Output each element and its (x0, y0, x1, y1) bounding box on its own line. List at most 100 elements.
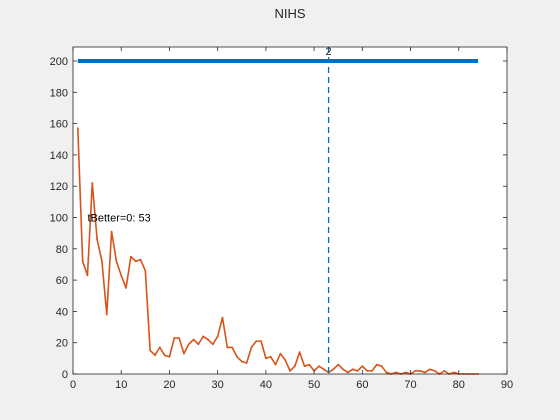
data-point (134, 260, 137, 263)
data-point (337, 363, 340, 366)
data-point (428, 368, 431, 371)
data-point (173, 337, 176, 339)
series-1-line (77, 128, 479, 375)
y-tick-label: 180 (50, 87, 68, 99)
data-point (187, 343, 190, 346)
plot-area (76, 47, 479, 375)
top-annotation-label: 2 (326, 46, 332, 58)
data-point (361, 365, 364, 368)
data-point (284, 359, 287, 361)
data-point (356, 369, 359, 372)
x-tick-label: 10 (115, 379, 127, 391)
data-point (240, 360, 243, 363)
data-point (231, 346, 234, 349)
data-point (289, 369, 291, 372)
data-point (269, 355, 272, 358)
y-tick-label: 140 (50, 150, 68, 162)
x-tick-label: 70 (404, 379, 416, 391)
data-point (96, 238, 99, 241)
x-tick-label: 40 (260, 379, 272, 391)
data-point (332, 368, 335, 371)
data-point (318, 365, 320, 368)
data-point (221, 316, 224, 319)
data-point (255, 340, 258, 343)
data-point (163, 354, 166, 357)
data-point (207, 338, 209, 341)
data-point (303, 365, 306, 368)
data-point (183, 352, 185, 355)
threshold-annotation: tBetter=0: 53 (87, 213, 150, 225)
data-point (308, 363, 311, 366)
data-point (105, 313, 108, 316)
y-tick-label: 60 (56, 275, 68, 287)
data-point (371, 369, 373, 372)
data-point (115, 260, 118, 263)
data-point (404, 371, 407, 374)
y-tick-label: 160 (50, 119, 68, 131)
data-point (443, 369, 446, 372)
data-point (250, 346, 253, 349)
data-point (322, 368, 325, 371)
data-point (149, 349, 152, 352)
data-point (375, 363, 378, 366)
data-point (342, 368, 344, 371)
axes-box (72, 46, 508, 375)
data-point (76, 127, 79, 130)
data-point (395, 371, 397, 374)
data-point (346, 371, 349, 374)
x-tick-label: 50 (308, 379, 320, 391)
data-point (226, 346, 229, 349)
x-tick-label: 90 (501, 379, 513, 391)
x-tick-label: 80 (453, 379, 465, 391)
data-point (86, 274, 89, 277)
data-point (110, 230, 113, 233)
data-point (453, 371, 455, 374)
data-point (274, 363, 277, 366)
data-point (260, 340, 262, 343)
data-point (279, 352, 282, 355)
data-point (139, 258, 142, 261)
data-point (168, 355, 171, 358)
x-tick-label: 20 (163, 379, 175, 391)
data-point (178, 337, 180, 339)
data-point (419, 369, 422, 372)
y-tick-label: 200 (50, 56, 68, 68)
chart-title: NIHS (274, 6, 305, 21)
data-point (202, 335, 205, 338)
data-point (197, 343, 200, 346)
y-tick-label: 80 (56, 244, 68, 256)
data-point (366, 369, 369, 372)
x-tick-label: 30 (212, 379, 224, 391)
data-point (101, 260, 103, 263)
data-point (424, 371, 426, 374)
axes: 0 10 20 30 40 50 60 70 80 90 0 20 40 60 80 100 120 140 160… (50, 46, 513, 391)
y-tick-label: 20 (56, 338, 68, 350)
data-point (158, 346, 161, 349)
data-point (293, 365, 296, 368)
data-point (154, 354, 156, 357)
data-point (236, 355, 238, 358)
y-tick-label: 100 (50, 213, 68, 225)
data-point (380, 365, 383, 368)
data-point (192, 338, 195, 341)
y-tick-label: 0 (62, 369, 68, 381)
data-point (216, 335, 219, 338)
data-point (245, 362, 248, 364)
data-point (433, 369, 436, 372)
data-point (144, 269, 147, 272)
data-point (120, 274, 123, 277)
data-point (385, 371, 388, 374)
axes-background (73, 47, 507, 374)
data-point (91, 182, 94, 184)
data-point (211, 343, 214, 346)
data-point (351, 368, 354, 371)
data-point (264, 357, 267, 360)
data-point (129, 255, 132, 258)
y-tick-label: 40 (56, 306, 68, 318)
data-point (414, 369, 417, 372)
data-point (298, 351, 301, 353)
y-tick-label: 120 (50, 181, 68, 193)
data-point (81, 260, 84, 263)
data-point (125, 287, 127, 289)
